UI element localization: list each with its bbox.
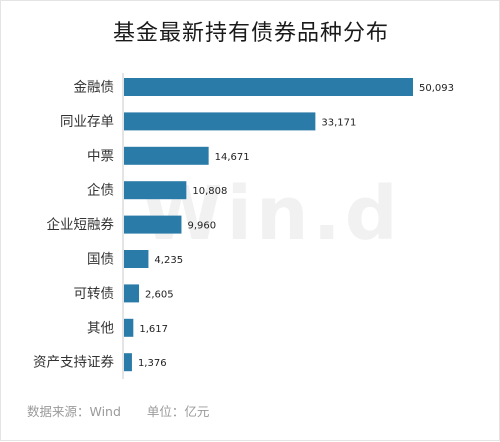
value-label: 33,171 bbox=[321, 117, 356, 128]
category-label: 资产支持证券 bbox=[33, 355, 114, 371]
value-label: 1,617 bbox=[139, 324, 168, 335]
value-label: 14,671 bbox=[215, 152, 250, 163]
bar-0 bbox=[124, 78, 413, 96]
chart-footer: 数据来源：Wind 单位：亿元 bbox=[27, 401, 209, 420]
value-label: 4,235 bbox=[154, 255, 183, 266]
bar-2 bbox=[124, 146, 209, 165]
category-label: 金融债 bbox=[74, 80, 115, 96]
value-label: 1,376 bbox=[138, 358, 167, 369]
value-label: 2,605 bbox=[145, 289, 174, 300]
category-label: 其他 bbox=[87, 320, 114, 336]
category-label: 中票 bbox=[87, 148, 114, 164]
bar-8 bbox=[124, 353, 132, 372]
category-label: 企债 bbox=[87, 182, 114, 199]
bar-1 bbox=[124, 112, 316, 131]
bar-4 bbox=[124, 215, 182, 234]
bar-5 bbox=[124, 250, 149, 268]
value-label: 50,093 bbox=[419, 83, 454, 94]
bar-6 bbox=[124, 284, 140, 303]
category-label: 国债 bbox=[87, 252, 114, 268]
category-label: 可转债 bbox=[74, 286, 115, 302]
category-label: 同业存单 bbox=[60, 114, 114, 130]
bar-7 bbox=[124, 318, 134, 337]
value-label: 10,808 bbox=[192, 186, 227, 197]
chart-title: 基金最新持有债券品种分布 bbox=[112, 21, 389, 46]
category-label: 企业短融券 bbox=[47, 216, 115, 233]
data-source: 数据来源：Wind bbox=[27, 404, 121, 419]
value-label: 9,960 bbox=[187, 221, 216, 232]
bar-3 bbox=[124, 181, 187, 200]
unit-label: 单位：亿元 bbox=[146, 404, 210, 419]
